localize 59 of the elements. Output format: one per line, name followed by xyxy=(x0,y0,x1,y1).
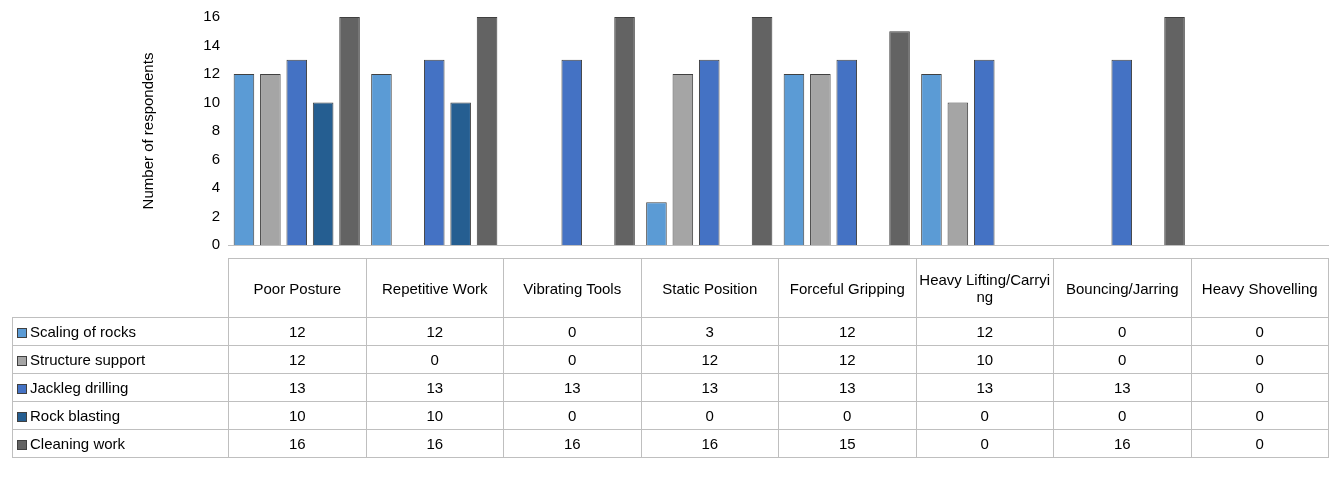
data-label: 15 xyxy=(778,429,916,458)
data-label: 13 xyxy=(778,373,916,402)
x-tick-label: Vibrating Tools xyxy=(503,258,641,318)
x-tick-label: Static Position xyxy=(641,258,779,318)
y-tick-label: 10 xyxy=(203,92,220,110)
data-label: 0 xyxy=(778,401,916,430)
data-label: 0 xyxy=(1191,345,1329,374)
data-label: 0 xyxy=(503,345,641,374)
data-label: 0 xyxy=(641,401,779,430)
data-label: 12 xyxy=(366,317,504,346)
y-tick-label: 12 xyxy=(203,64,220,82)
data-label: 13 xyxy=(1053,373,1191,402)
data-label: 10 xyxy=(366,401,504,430)
x-tick-label: Heavy Lifting/Carrying xyxy=(916,258,1054,318)
data-label: 3 xyxy=(641,317,779,346)
data-label: 16 xyxy=(1053,429,1191,458)
data-label: 12 xyxy=(916,317,1054,346)
legend-label: Cleaning work xyxy=(12,429,229,458)
data-label: 13 xyxy=(366,373,504,402)
data-label: 12 xyxy=(778,345,916,374)
y-axis-title: Number of respondents xyxy=(139,52,157,210)
x-tick-label: Heavy Shovelling xyxy=(1191,258,1329,318)
data-label: 16 xyxy=(366,429,504,458)
y-tick-label: 16 xyxy=(203,7,220,25)
data-label: 0 xyxy=(1053,345,1191,374)
legend-label: Rock blasting xyxy=(12,401,229,430)
legend-label: Scaling of rocks xyxy=(12,317,229,346)
data-label: 0 xyxy=(1191,401,1329,430)
data-label: 12 xyxy=(778,317,916,346)
x-tick-label: Bouncing/Jarring xyxy=(1053,258,1191,318)
data-label: 10 xyxy=(916,345,1054,374)
data-label: 0 xyxy=(1191,429,1329,458)
data-label: 0 xyxy=(916,401,1054,430)
y-tick-label: 4 xyxy=(211,178,220,196)
data-label: 0 xyxy=(1053,401,1191,430)
y-tick-label: 8 xyxy=(211,121,220,139)
data-label: 13 xyxy=(641,373,779,402)
data-label: 0 xyxy=(1191,373,1329,402)
x-tick-label: Repetitive Work xyxy=(366,258,504,318)
data-label: 0 xyxy=(1053,317,1191,346)
y-tick-label: 14 xyxy=(203,35,220,53)
data-label: 0 xyxy=(503,401,641,430)
data-label: 0 xyxy=(1191,317,1329,346)
data-label: 13 xyxy=(503,373,641,402)
data-label: 16 xyxy=(503,429,641,458)
x-tick-label: Poor Posture xyxy=(228,258,366,318)
data-label: 12 xyxy=(641,345,779,374)
data-label: 13 xyxy=(228,373,366,402)
data-label: 0 xyxy=(503,317,641,346)
data-label: 0 xyxy=(366,345,504,374)
data-label: 13 xyxy=(916,373,1054,402)
y-tick-label: 6 xyxy=(211,149,220,167)
data-label: 0 xyxy=(916,429,1054,458)
legend-label: Structure support xyxy=(12,345,229,374)
legend-label: Jackleg drilling xyxy=(12,373,229,402)
y-tick-label: 2 xyxy=(211,206,220,224)
x-tick-label: Forceful Gripping xyxy=(778,258,916,318)
data-label: 16 xyxy=(641,429,779,458)
y-tick-label: 0 xyxy=(211,235,220,253)
